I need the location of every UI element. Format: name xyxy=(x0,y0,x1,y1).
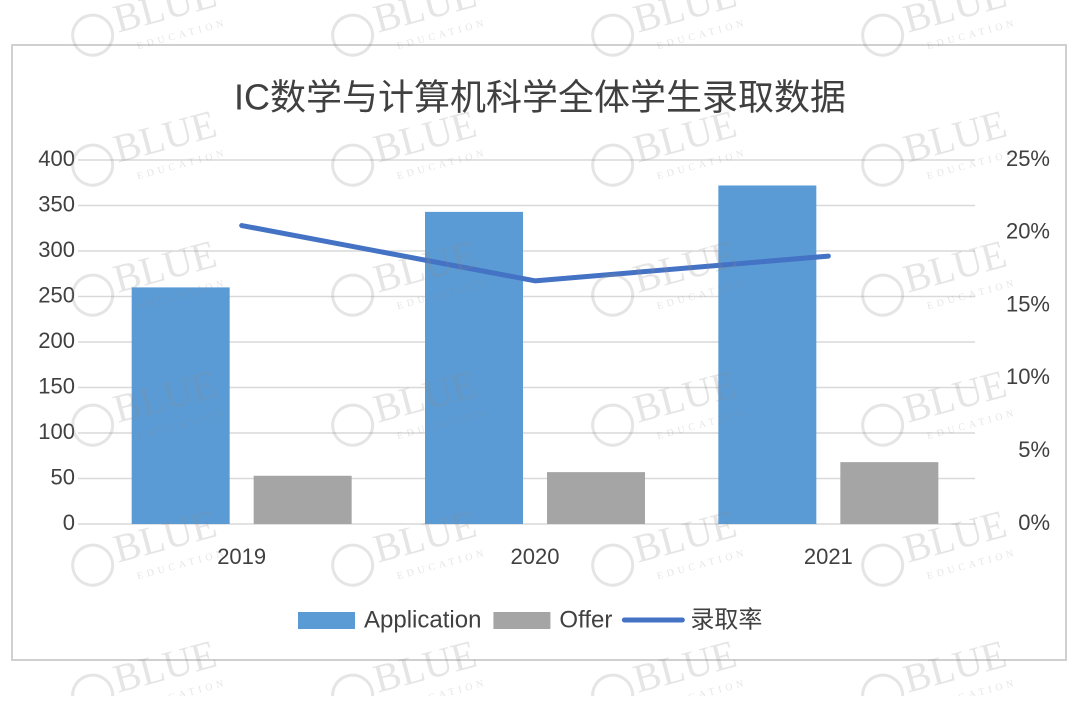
legend-swatch xyxy=(298,612,355,629)
legend-label: Offer xyxy=(559,606,612,633)
watermark-badge xyxy=(71,403,115,447)
x-tick-label: 2020 xyxy=(511,544,560,569)
watermark-badge xyxy=(861,13,905,57)
y-tick-label: 0 xyxy=(63,510,75,535)
x-tick-label: 2019 xyxy=(217,544,266,569)
watermark-badge xyxy=(591,673,635,701)
bar xyxy=(131,287,230,524)
y-tick-label: 400 xyxy=(38,146,75,171)
watermark-badge xyxy=(71,543,115,587)
y2-tick-label: 10% xyxy=(1006,364,1050,389)
watermark-badge xyxy=(331,13,375,57)
chart-title: IC数学与计算机科学全体学生录取数据 xyxy=(234,77,846,118)
watermark-badge xyxy=(331,673,375,701)
bar xyxy=(547,472,645,524)
y-tick-label: 350 xyxy=(38,191,75,216)
watermark-badge xyxy=(331,403,375,447)
y-tick-label: 200 xyxy=(38,328,75,353)
bar xyxy=(840,462,939,524)
y2-tick-label: 0% xyxy=(1018,510,1050,535)
watermark-badge xyxy=(591,403,635,447)
watermark-badge xyxy=(591,273,635,317)
y2-tick-label: 20% xyxy=(1006,219,1050,244)
line xyxy=(239,223,831,284)
bar xyxy=(253,475,352,524)
watermark-badge xyxy=(331,273,375,317)
legend-label: 录取率 xyxy=(690,606,762,633)
y2-tick-label: 25% xyxy=(1006,146,1050,171)
y-tick-label: 50 xyxy=(51,464,75,489)
watermark-badge xyxy=(861,143,905,187)
legend-label: Application xyxy=(364,606,481,633)
watermark-badge xyxy=(331,143,375,187)
legend-swatch xyxy=(493,612,551,629)
y-tick-label: 300 xyxy=(38,237,75,262)
watermark-badge xyxy=(591,543,635,587)
watermark-badge xyxy=(591,143,635,187)
watermark-badge xyxy=(71,143,115,187)
y2-tick-label: 5% xyxy=(1018,437,1050,462)
watermark-badge xyxy=(591,13,635,57)
y-tick-label: 250 xyxy=(38,282,75,307)
watermark-badge xyxy=(71,13,115,57)
y-tick-label: 150 xyxy=(38,373,75,398)
watermark-badge xyxy=(861,273,905,317)
watermark-badge xyxy=(71,273,115,317)
watermark-badge xyxy=(861,543,905,587)
watermark-badge xyxy=(861,673,905,701)
watermark-badge xyxy=(331,543,375,587)
watermark-badge xyxy=(71,673,115,701)
y-tick-label: 100 xyxy=(38,419,75,444)
y2-tick-label: 15% xyxy=(1006,291,1050,316)
x-tick-label: 2021 xyxy=(804,544,853,569)
bar xyxy=(718,185,817,525)
watermark-badge xyxy=(861,403,905,447)
